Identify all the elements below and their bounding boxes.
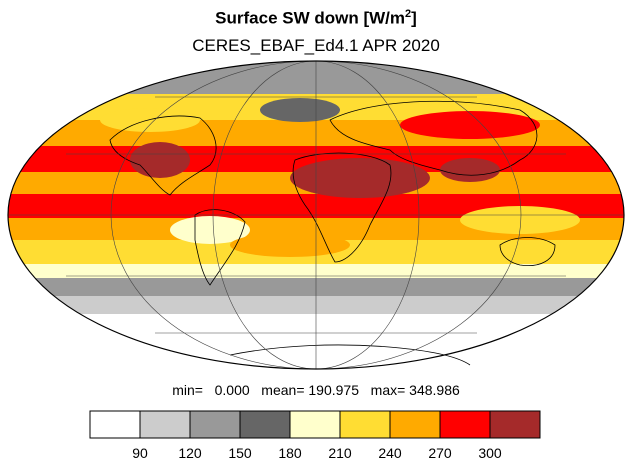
asia-max (440, 158, 500, 182)
colorbar-tick-label: 120 (178, 445, 202, 461)
colorbar-box-2 (189, 410, 241, 439)
americas-max (130, 142, 190, 178)
canada-yellow (100, 108, 200, 132)
colorbar-box-5 (339, 410, 391, 439)
colorbar-boxes (89, 410, 541, 439)
colorbar-tick-label: 240 (378, 445, 402, 461)
colorbar-box-1 (139, 410, 191, 439)
north-atlantic-gray (260, 98, 340, 122)
asia-red (400, 111, 540, 139)
statistics-line: min= 0.000 mean= 190.975 max= 348.986 (172, 382, 460, 398)
sahara-max (290, 158, 430, 198)
colorbar-tick-label: 90 (132, 445, 148, 461)
colorbar-tick-label: 210 (328, 445, 352, 461)
colorbar-box-0 (89, 410, 141, 439)
colorbar-box-8 (489, 410, 541, 439)
map-subtitle: CERES_EBAF_Ed4.1 APR 2020 (192, 36, 440, 55)
maritime-yellow (460, 206, 580, 234)
colorbar-labels: 90 120 150 180 210 240 270 300 (132, 445, 502, 461)
colorbar-tick-label: 180 (278, 445, 302, 461)
map-border (7, 60, 625, 370)
map-title: Surface SW down [W/m2] (215, 8, 417, 28)
colorbar-tick-label: 270 (428, 445, 452, 461)
colorbar-box-7 (439, 410, 491, 439)
colorbar-box-6 (389, 410, 441, 439)
colorbar-tick-label: 300 (478, 445, 502, 461)
south-atlantic-orange (230, 233, 350, 257)
colorbar-box-4 (289, 410, 341, 439)
colorbar-tick-label: 150 (228, 445, 252, 461)
colorbar-box-3 (239, 410, 291, 439)
amazon-pale (170, 216, 250, 244)
mollweide-map (7, 60, 625, 370)
